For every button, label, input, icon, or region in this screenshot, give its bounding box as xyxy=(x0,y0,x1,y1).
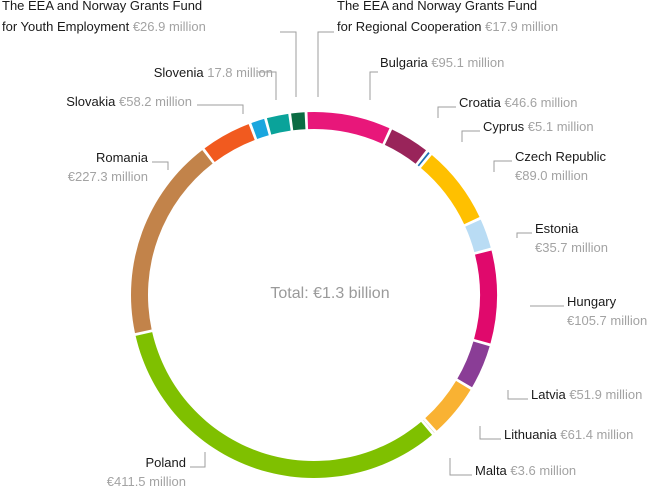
leader-czech-republic xyxy=(493,160,512,172)
slice-label-the-eea-and-norway-grants-fund-for-regional-cooperation-line2: for Regional Cooperation €17.9 million xyxy=(337,19,558,34)
slice-cyprus xyxy=(417,152,430,167)
leader-the-eea-and-norway-grants-fund-for-youth-employment xyxy=(280,31,297,97)
slice-croatia xyxy=(384,129,427,164)
slice-hungary xyxy=(474,250,497,344)
slice-label-poland: Poland xyxy=(146,455,186,470)
leader-slovenia xyxy=(258,71,277,100)
slice-estonia xyxy=(465,219,491,253)
slice-label-estonia: Estonia xyxy=(535,221,579,236)
slice-label-slovakia: Slovakia €58.2 million xyxy=(66,94,192,109)
slice-poland xyxy=(135,332,433,479)
total-label: Total: €1.3 billion xyxy=(270,285,389,302)
leader-the-eea-and-norway-grants-fund-for-regional-cooperation xyxy=(317,31,334,97)
slice-value-estonia: €35.7 million xyxy=(535,240,608,255)
leader-cyprus xyxy=(461,130,480,142)
leader-latvia xyxy=(507,390,528,400)
slice-label-lithuania: Lithuania €61.4 million xyxy=(504,427,633,442)
slice-the-eea-and-norway-grants-fund-for-youth-employment xyxy=(266,113,291,135)
leader-malta xyxy=(449,458,472,476)
slice-label-slovenia: Slovenia 17.8 million xyxy=(154,65,273,80)
donut-slices xyxy=(131,112,497,479)
slice-the-eea-and-norway-grants-fund-for-regional-cooperation xyxy=(291,112,306,131)
slice-czech-republic xyxy=(420,155,480,225)
slice-labels: Bulgaria €95.1 million Croatia €46.6 mill… xyxy=(2,0,647,489)
slice-value-czech-republic: €89.0 million xyxy=(515,168,588,183)
leader-bulgaria xyxy=(369,71,378,100)
slice-slovenia xyxy=(251,118,269,140)
leader-lines xyxy=(152,31,564,476)
leader-romania xyxy=(152,161,169,170)
slice-label-hungary: Hungary xyxy=(567,294,617,309)
slice-lithuania xyxy=(425,380,471,431)
slice-label-czech-republic: Czech Republic xyxy=(515,149,607,164)
leader-poland xyxy=(190,452,206,468)
leader-croatia xyxy=(437,106,456,118)
slice-bulgaria xyxy=(307,112,390,144)
slice-label-romania: Romania xyxy=(96,150,149,165)
slice-value-romania: €227.3 million xyxy=(68,169,148,184)
slice-latvia xyxy=(457,341,490,388)
leader-lithuania xyxy=(479,426,501,440)
slice-value-hungary: €105.7 million xyxy=(567,313,647,328)
leader-slovakia xyxy=(197,104,244,114)
leader-estonia xyxy=(516,232,532,238)
slice-label-the-eea-and-norway-grants-fund-for-youth-employment-line2: for Youth Employment €26.9 million xyxy=(2,19,206,34)
slice-label-croatia: Croatia €46.6 million xyxy=(459,95,578,110)
slice-label-the-eea-and-norway-grants-fund-for-regional-cooperation-line1: The EEA and Norway Grants Fund xyxy=(337,0,537,13)
slice-slovakia xyxy=(204,124,255,162)
slice-value-poland: €411.5 million xyxy=(107,474,186,489)
slice-label-bulgaria: Bulgaria €95.1 million xyxy=(380,55,504,70)
slice-malta xyxy=(423,419,435,433)
slice-label-the-eea-and-norway-grants-fund-for-youth-employment-line1: The EEA and Norway Grants Fund xyxy=(2,0,202,13)
slice-label-cyprus: Cyprus €5.1 million xyxy=(483,119,594,134)
slice-romania xyxy=(131,150,213,334)
slice-label-malta: Malta €3.6 million xyxy=(475,463,576,478)
slice-label-latvia: Latvia €51.9 million xyxy=(531,387,642,402)
